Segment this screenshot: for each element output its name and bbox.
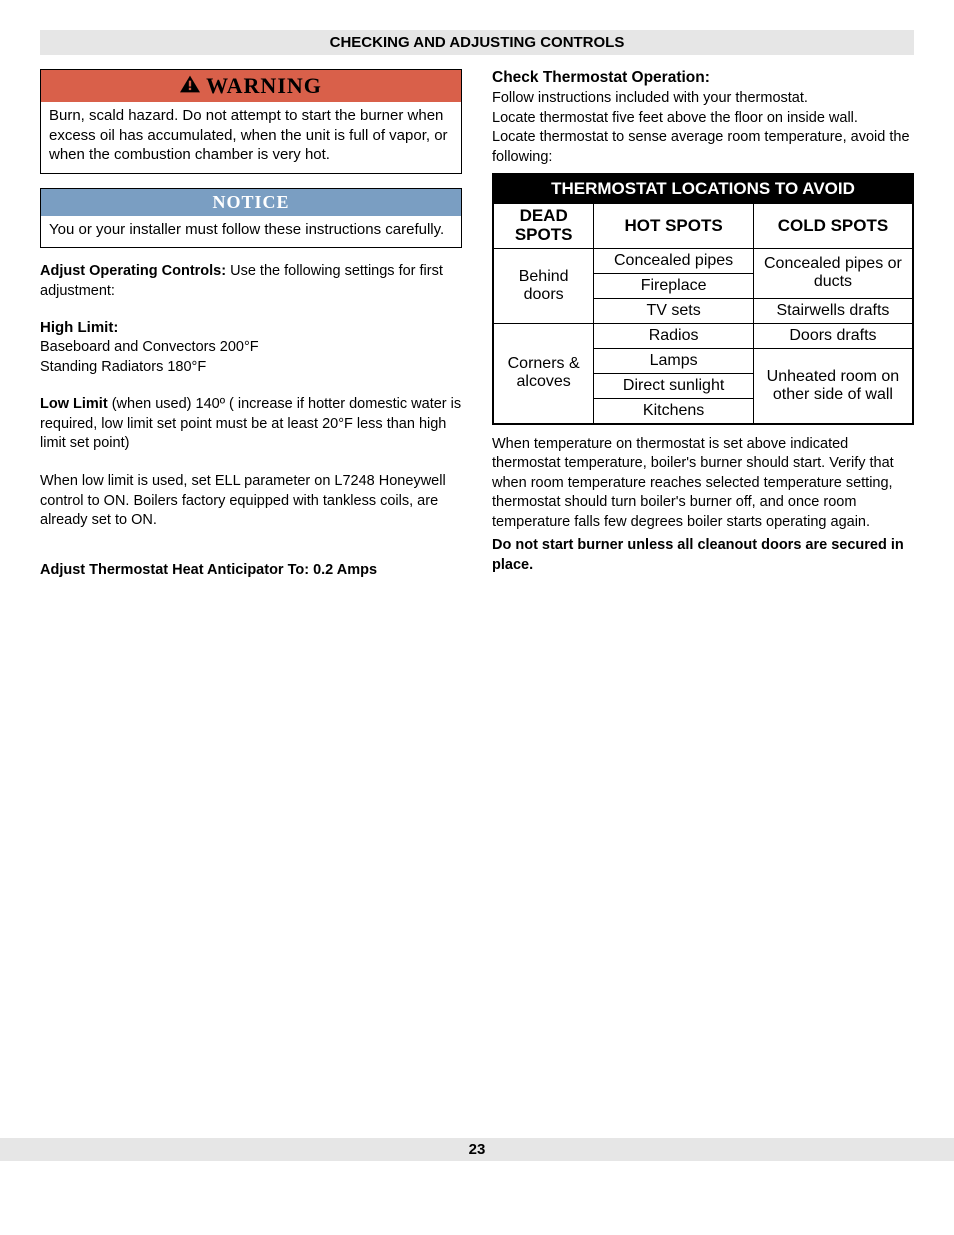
check-thermostat-head: Check Thermostat Operation: <box>492 69 914 87</box>
anticipator-head: Adjust Thermostat Heat Anticipator To: 0… <box>40 561 462 581</box>
notice-callout: NOTICE You or your installer must follow… <box>40 188 462 249</box>
section-title: CHECKING AND ADJUSTING CONTROLS <box>40 30 914 55</box>
hot-spot-cell: TV sets <box>594 298 754 323</box>
check-lines: Follow instructions included with your t… <box>492 89 914 167</box>
warning-header: WARNING <box>41 70 461 102</box>
notice-header: NOTICE <box>41 189 461 216</box>
hot-spot-cell: Kitchens <box>594 398 754 424</box>
two-column-layout: WARNING Burn, scald hazard. Do not attem… <box>40 69 914 598</box>
high-limit-lines: Baseboard and Convectors 200°F Standing … <box>40 338 462 377</box>
page: CHECKING AND ADJUSTING CONTROLS WARNING … <box>0 0 954 598</box>
hot-spot-cell: Lamps <box>594 348 754 373</box>
cold-spot-cell: Concealed pipes or ducts <box>753 248 913 298</box>
table-title-row: THERMOSTAT LOCATIONS TO AVOID <box>493 174 913 204</box>
cleanout-note: Do not start burner unless all cleanout … <box>492 536 914 575</box>
high-limit-line1: Baseboard and Convectors 200°F <box>40 338 462 358</box>
check-line1: Follow instructions included with your t… <box>492 89 914 109</box>
cold-spot-cell: Doors drafts <box>753 323 913 348</box>
check-line3: Locate thermostat to sense average room … <box>492 128 914 167</box>
table-row: Corners & alcoves Radios Doors drafts <box>493 323 913 348</box>
dead-spot-corners: Corners & alcoves <box>493 323 594 424</box>
thermostat-locations-table: THERMOSTAT LOCATIONS TO AVOID DEAD SPOTS… <box>492 173 914 424</box>
page-number: 23 <box>0 1138 954 1161</box>
after-table-para: When temperature on thermostat is set ab… <box>492 435 914 533</box>
warning-label: WARNING <box>206 73 322 99</box>
warning-text: Burn, scald hazard. Do not attempt to st… <box>41 102 461 173</box>
adjust-controls-para: Adjust Operating Controls: Use the follo… <box>40 262 462 301</box>
col-hot-spots: HOT SPOTS <box>594 204 754 248</box>
notice-text: You or your installer must follow these … <box>41 216 461 248</box>
warning-callout: WARNING Burn, scald hazard. Do not attem… <box>40 69 462 174</box>
hot-spot-cell: Direct sunlight <box>594 373 754 398</box>
cold-spot-cell: Unheated room on other side of wall <box>753 348 913 424</box>
hot-spot-cell: Radios <box>594 323 754 348</box>
cold-spot-cell: Stairwells drafts <box>753 298 913 323</box>
ell-para: When low limit is used, set ELL paramete… <box>40 472 462 531</box>
hot-spot-cell: Fireplace <box>594 273 754 298</box>
col-cold-spots: COLD SPOTS <box>753 204 913 248</box>
low-limit-para: Low Limit (when used) 140º ( increase if… <box>40 395 462 454</box>
table-title: THERMOSTAT LOCATIONS TO AVOID <box>493 174 913 204</box>
table-row: Behind doors Concealed pipes Concealed p… <box>493 248 913 273</box>
high-limit-line2: Standing Radiators 180°F <box>40 358 462 378</box>
low-limit-lead: Low Limit <box>40 396 108 412</box>
hot-spot-cell: Concealed pipes <box>594 248 754 273</box>
left-column: WARNING Burn, scald hazard. Do not attem… <box>40 69 462 598</box>
adjust-controls-lead: Adjust Operating Controls: <box>40 263 226 279</box>
check-line2: Locate thermostat five feet above the fl… <box>492 109 914 129</box>
dead-spot-behind-doors: Behind doors <box>493 248 594 323</box>
table-header-row: DEAD SPOTS HOT SPOTS COLD SPOTS <box>493 204 913 248</box>
col-dead-spots: DEAD SPOTS <box>493 204 594 248</box>
alert-triangle-icon <box>180 73 200 99</box>
right-column: Check Thermostat Operation: Follow instr… <box>492 69 914 598</box>
high-limit-head: High Limit: <box>40 319 462 336</box>
